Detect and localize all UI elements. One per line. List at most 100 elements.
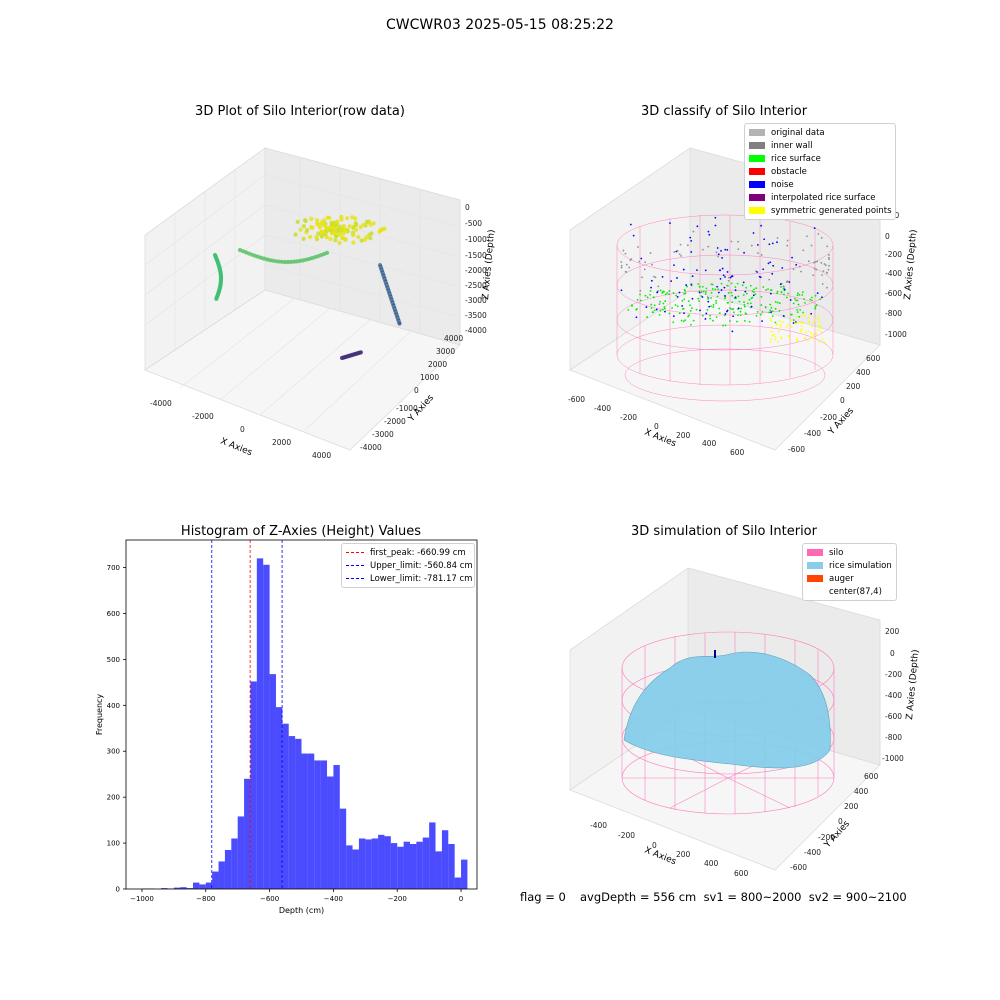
classified-point xyxy=(652,296,655,299)
classified-point xyxy=(803,337,806,339)
p4-ytick: 0 xyxy=(838,817,843,826)
classified-point xyxy=(673,251,676,253)
classified-point xyxy=(817,233,820,235)
classified-point xyxy=(723,286,726,289)
classified-point xyxy=(710,305,712,308)
scatter-point xyxy=(303,218,308,224)
scatter-point xyxy=(322,218,327,223)
classified-point xyxy=(638,260,641,263)
panel1-scatter xyxy=(212,214,402,361)
scatter-point xyxy=(337,240,342,245)
classified-point xyxy=(793,297,796,300)
classified-point xyxy=(705,287,708,290)
classified-point xyxy=(732,315,735,318)
classified-point xyxy=(729,276,732,279)
legend-item: Lower_limit: -781.17 cm xyxy=(342,572,474,585)
histogram-bar xyxy=(199,884,206,889)
classified-point xyxy=(645,306,648,308)
classified-point xyxy=(696,269,698,272)
p2-ytick: -200 xyxy=(820,413,837,422)
classified-point xyxy=(727,279,730,282)
p1-ztick: -4000 xyxy=(465,326,487,335)
classified-point xyxy=(821,274,823,276)
classified-point xyxy=(657,285,660,288)
p4-ztick: -1000 xyxy=(882,754,904,763)
legend-item: interpolated rice surface xyxy=(745,191,895,204)
classified-point xyxy=(736,282,739,285)
histogram-bar xyxy=(448,843,455,889)
classified-point xyxy=(756,310,759,313)
p1-ztick: -2500 xyxy=(465,281,487,290)
legend-swatch xyxy=(749,181,765,188)
y-tick-label: 600 xyxy=(107,610,120,618)
classified-point xyxy=(726,302,729,304)
classified-point xyxy=(759,276,762,279)
legend-item: obstacle xyxy=(745,165,895,178)
classified-point xyxy=(689,309,692,312)
classified-point xyxy=(797,292,799,295)
classified-point xyxy=(723,297,726,300)
classified-point xyxy=(760,224,763,227)
classified-point xyxy=(760,295,763,298)
classified-point xyxy=(696,225,699,228)
classified-point xyxy=(815,304,818,307)
classified-point xyxy=(796,294,799,297)
classified-point xyxy=(810,332,813,335)
classified-point xyxy=(620,261,623,263)
classified-point xyxy=(810,337,813,339)
classified-point xyxy=(715,316,718,318)
classified-point xyxy=(778,310,781,312)
classified-point xyxy=(714,224,717,227)
classified-point xyxy=(701,285,704,288)
histogram-bar xyxy=(435,851,442,889)
classified-point xyxy=(739,314,742,317)
p2-zlabel: Z Axies (Depth) xyxy=(903,229,919,300)
classified-point xyxy=(746,292,748,295)
classified-point xyxy=(690,323,692,326)
classified-point xyxy=(750,244,753,247)
scatter-point xyxy=(307,234,313,240)
classified-point xyxy=(715,251,718,254)
classified-point xyxy=(803,298,806,300)
classified-point xyxy=(659,289,662,292)
histogram-bar xyxy=(365,839,372,889)
histogram-bar xyxy=(180,887,187,889)
scatter-point xyxy=(288,259,294,264)
scatter-point xyxy=(315,222,320,227)
x-tick-label: −400 xyxy=(324,895,343,903)
histogram-bar xyxy=(193,882,200,889)
histogram-bar xyxy=(186,888,194,889)
classified-point xyxy=(785,281,788,284)
classified-point xyxy=(687,315,690,318)
scatter-point xyxy=(335,219,340,224)
classified-point xyxy=(771,326,774,328)
legend-item: auger xyxy=(803,572,896,585)
classified-point xyxy=(821,338,824,341)
classified-point xyxy=(627,308,630,311)
p1-ytick: -1000 xyxy=(396,404,418,413)
classified-point xyxy=(743,305,746,308)
classified-point xyxy=(689,236,692,239)
classified-point xyxy=(769,309,772,312)
classified-point xyxy=(820,261,823,264)
classified-point xyxy=(710,297,712,299)
classified-point xyxy=(795,339,798,342)
classified-point xyxy=(656,291,659,294)
classified-point xyxy=(723,314,726,317)
histogram-bar xyxy=(403,841,410,889)
classified-point xyxy=(764,306,767,309)
classified-point xyxy=(697,297,700,300)
classified-point xyxy=(719,277,722,280)
classified-point xyxy=(768,243,771,246)
classified-point xyxy=(812,336,815,339)
classified-point xyxy=(690,240,693,242)
classified-point xyxy=(770,289,773,291)
histogram-bar xyxy=(218,861,225,889)
classified-point xyxy=(807,260,810,263)
classified-point xyxy=(708,233,711,236)
scatter-point xyxy=(364,219,370,225)
classified-point xyxy=(683,298,686,301)
classified-point xyxy=(681,305,684,307)
classified-point xyxy=(692,230,695,233)
classified-point xyxy=(727,291,730,294)
